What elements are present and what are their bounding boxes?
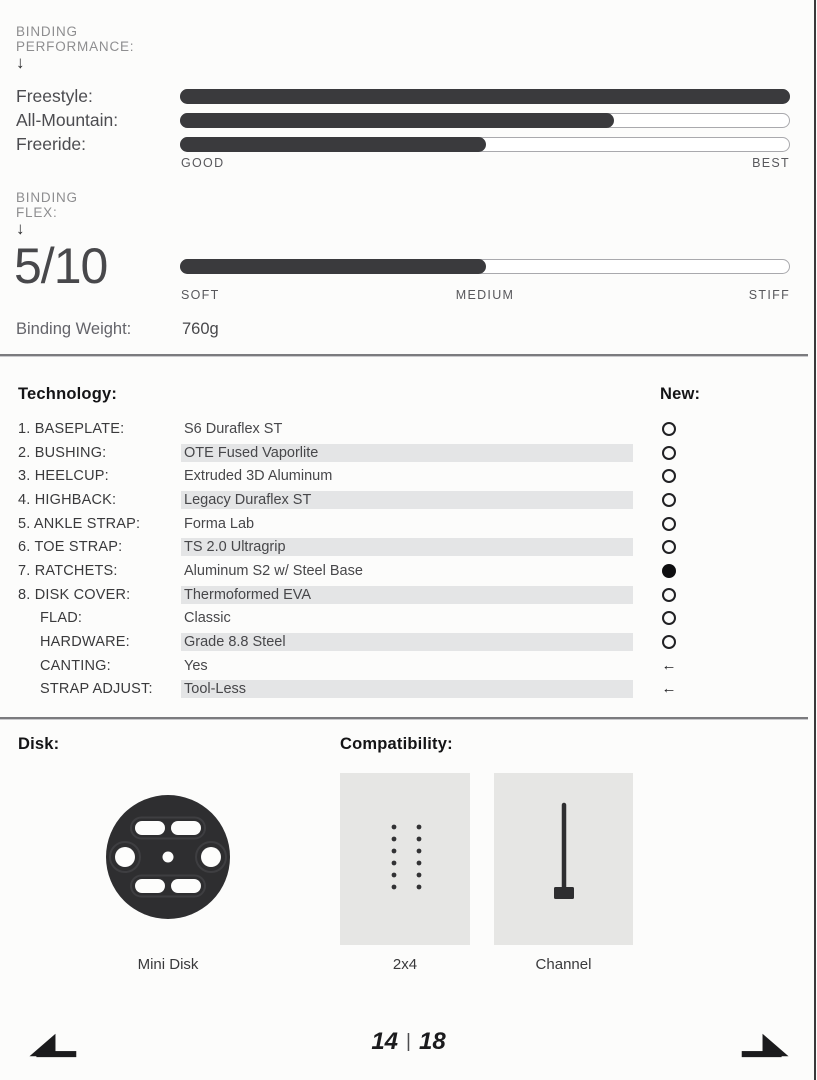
current-page: 14 [371, 1028, 399, 1055]
table-row: CANTING: Yes ← [40, 656, 677, 674]
new-indicator [662, 492, 676, 507]
new-indicator [662, 421, 676, 436]
compat-2x4-caption: 2x4 [392, 956, 418, 973]
section-divider [0, 717, 808, 720]
mini-disk-caption: Mini Disk [137, 956, 199, 973]
new-indicator [662, 516, 676, 531]
table-row: 3. HEELCUP: Extruded 3D Aluminum [18, 464, 726, 488]
compat-channel-panel [494, 773, 633, 945]
freeride-rating-bar [180, 136, 790, 152]
2x4-pattern-icon [391, 824, 422, 890]
new-indicator: ← [661, 680, 677, 698]
section-divider [0, 354, 808, 357]
disk-heading: Disk: [18, 735, 60, 753]
page-indicator: 14 | 18 [0, 1028, 817, 1056]
performance-heading: BINDING PERFORMANCE: [16, 24, 135, 54]
table-row: 7. RATCHETS: Aluminum S2 w/ Steel Base [18, 559, 726, 583]
table-row: 5. ANKLE STRAP: Forma Lab [18, 512, 726, 536]
down-arrow-icon: ↓ [16, 53, 25, 72]
new-indicator [662, 563, 676, 578]
new-indicator [662, 540, 676, 555]
compatibility-heading: Compatibility: [340, 735, 453, 753]
binding-weight-value: 760g [182, 320, 219, 338]
flex-rating-bar [180, 259, 790, 274]
table-row: STRAP ADJUST: Tool-Less ← [40, 680, 677, 699]
new-indicator: ← [661, 656, 677, 674]
table-row: HARDWARE: Grade 8.8 Steel [18, 630, 726, 654]
page-edge-line [813, 0, 816, 1080]
new-indicator [662, 611, 676, 626]
all-mountain-bar-fill [180, 112, 614, 128]
channel-icon [554, 802, 574, 899]
performance-row-freestyle: Freestyle: [16, 86, 790, 106]
table-row: 2. BUSHING: OTE Fused Vaporlite [18, 441, 726, 465]
new-indicator [662, 635, 676, 650]
scale-good-label: GOOD [181, 156, 225, 170]
scale-stiff-label: STIFF [748, 288, 790, 302]
new-indicator [662, 587, 676, 602]
page-separator: | [406, 1031, 411, 1052]
new-column-heading: New: [660, 385, 701, 403]
total-pages: 18 [418, 1028, 446, 1055]
flex-bar-fill [180, 259, 486, 274]
scale-soft-label: SOFT [181, 288, 220, 302]
compat-channel-caption: Channel [535, 956, 592, 973]
freestyle-bar-fill [180, 88, 790, 104]
all-mountain-rating-bar [180, 112, 790, 128]
mini-disk-icon [106, 795, 230, 919]
flex-heading: BINDING FLEX: [16, 190, 78, 220]
performance-row-label: Freeride: [16, 133, 87, 154]
performance-row-label: All-Mountain: [16, 109, 119, 130]
freeride-bar-fill [180, 136, 486, 152]
freestyle-rating-bar [180, 88, 790, 104]
next-page-icon[interactable] [740, 1031, 792, 1059]
performance-row-freeride: Freeride: [16, 134, 790, 154]
table-row: 4. HIGHBACK: Legacy Duraflex ST [18, 488, 726, 512]
binding-weight-label: Binding Weight: [16, 320, 132, 338]
table-row: FLAD: Classic [18, 607, 726, 631]
table-row: 6. TOE STRAP: TS 2.0 Ultragrip [18, 535, 726, 559]
flex-rating-value: 5/10 [14, 238, 108, 294]
technology-heading: Technology: [18, 385, 118, 403]
performance-row-all-mountain: All-Mountain: [16, 110, 790, 130]
table-row: 8. DISK COVER: Thermoformed EVA [18, 583, 726, 607]
new-indicator [662, 445, 676, 460]
down-arrow-icon: ↓ [16, 219, 25, 238]
new-indicator [662, 469, 676, 484]
scale-best-label: BEST [752, 156, 790, 170]
technology-table: 1. BASEPLATE: S6 Duraflex ST 2. BUSHING:… [18, 417, 726, 701]
performance-row-label: Freestyle: [16, 85, 93, 106]
scale-medium-label: MEDIUM [455, 288, 515, 302]
table-row: 1. BASEPLATE: S6 Duraflex ST [18, 417, 726, 441]
prev-page-icon[interactable] [26, 1031, 78, 1059]
compat-2x4-panel [340, 773, 470, 945]
